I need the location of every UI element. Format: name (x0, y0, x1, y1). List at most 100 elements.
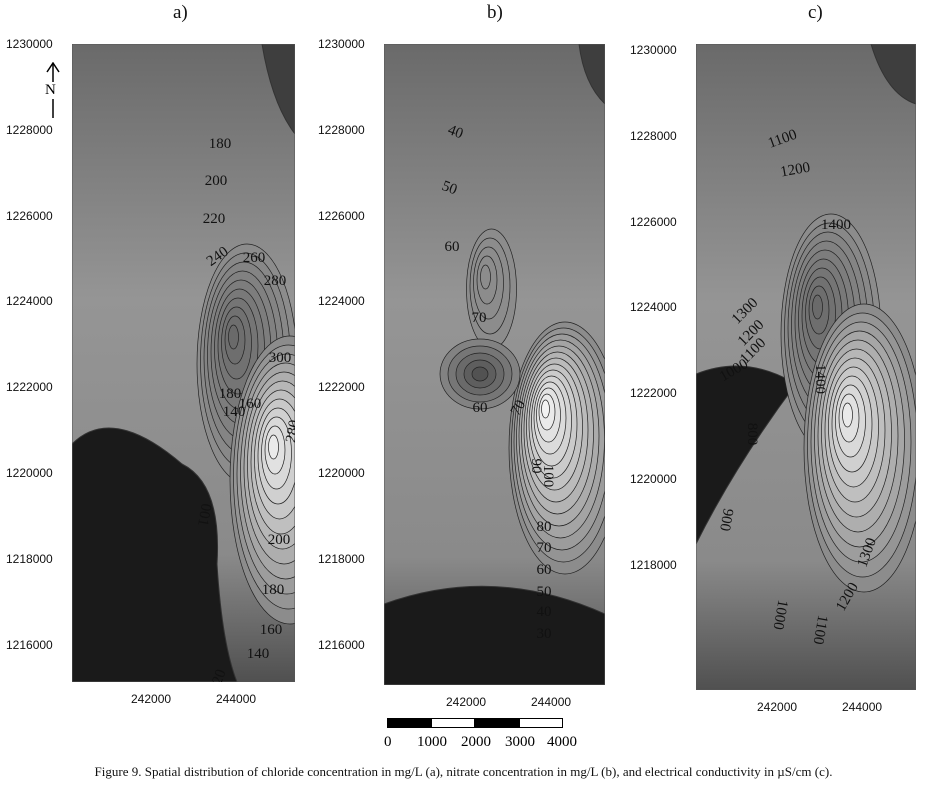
contour-label: 180 (209, 136, 232, 152)
north-arrow-icon: N (45, 61, 60, 118)
contour-label: 1200 (779, 160, 811, 181)
contour-line (228, 324, 239, 350)
contour-low-region (696, 365, 797, 545)
contour-label: 60 (445, 239, 460, 255)
y-tick-label: 1222000 (6, 380, 53, 395)
contour-label: 70 (472, 310, 487, 326)
contour-label: 50 (537, 584, 552, 600)
scale-segment (431, 718, 475, 728)
y-tick-label: 1222000 (318, 380, 365, 395)
panel-a-title: a) (173, 2, 188, 23)
contour-label: 140 (247, 646, 270, 662)
scale-label: 0 (384, 734, 392, 750)
contour-line (541, 399, 550, 419)
scale-segment (475, 718, 519, 728)
contour-low-region (384, 585, 605, 685)
contour-label: 800 (744, 423, 760, 446)
panel-c-title: c) (808, 2, 823, 23)
contour-line (268, 434, 279, 460)
y-tick-label: 1226000 (630, 214, 677, 229)
contour-label: 200 (268, 532, 291, 548)
y-tick-label: 1220000 (630, 472, 677, 486)
contour-label: 280 (283, 419, 295, 444)
contour-line (842, 402, 853, 428)
y-tick-label: 1218000 (630, 557, 677, 572)
contour-label: 60 (473, 400, 488, 416)
scale-label: 3000 (505, 734, 535, 750)
x-tick-label: 242000 (446, 695, 487, 709)
contour-label: 001 (194, 502, 214, 527)
scale-label: 2000 (461, 734, 491, 750)
contour-label: 900 (716, 507, 736, 532)
contour-fill-group (696, 44, 916, 690)
contour-label: 70 (508, 398, 529, 419)
y-tick-label: 1226000 (6, 208, 53, 223)
contour-line (471, 366, 489, 382)
scale-segment (387, 718, 431, 728)
panel-b-title: b) (487, 2, 503, 23)
contour-label: 1000 (769, 599, 790, 631)
contour-label: 200 (205, 173, 228, 189)
y-tick-label: 1230000 (6, 37, 53, 51)
contour-fill-group (72, 44, 295, 682)
north-label: N (45, 82, 56, 99)
contour-label: 1400 (821, 217, 851, 233)
scale-label: 1000 (417, 734, 447, 750)
contour-label: 1400 (812, 364, 828, 394)
figure-caption: Figure 9. Spatial distribution of chlori… (94, 764, 833, 779)
y-tick-label: 1216000 (6, 637, 53, 652)
y-tick-label: 1224000 (318, 294, 365, 309)
y-tick-label: 1220000 (6, 466, 53, 480)
y-tick-label: 1218000 (318, 551, 365, 566)
y-tick-label: 1230000 (630, 43, 677, 57)
x-tick-label: 242000 (757, 700, 798, 714)
y-tick-label: 1224000 (630, 300, 677, 315)
x-tick-label: 244000 (531, 695, 572, 709)
contour-label: 160 (239, 396, 262, 412)
contour-label: 260 (243, 250, 266, 266)
y-tick-label: 1224000 (6, 294, 53, 309)
x-tick-label: 244000 (216, 692, 257, 706)
contour-label: 1100 (810, 614, 831, 646)
contour-label: 70 (537, 540, 552, 556)
contour-label: 60 (537, 562, 552, 578)
y-tick-label: 1226000 (318, 208, 365, 223)
contour-label: 40 (446, 122, 466, 142)
y-tick-label: 1222000 (630, 386, 677, 401)
y-tick-label: 1228000 (630, 128, 677, 143)
contour-map-c: 1100 1200 1400 1300 1200 1000 1400 1100 800 900 10… (696, 44, 916, 690)
y-tick-label: 1228000 (6, 122, 53, 137)
contour-label: 300 (269, 350, 292, 366)
scale-label: 4000 (547, 734, 577, 750)
contour-label: 80 (537, 519, 552, 535)
contour-label: 180 (262, 582, 285, 598)
x-tick-label: 242000 (131, 692, 172, 706)
contour-label: 50 (440, 178, 460, 198)
contour-map-b: 40 50 60 70 60 70 100 90 80 70 60 50 40 30 (384, 44, 605, 685)
y-tick-label: 1218000 (6, 551, 53, 566)
contour-line (480, 264, 491, 290)
scale-segment (519, 718, 563, 728)
x-tick-label: 244000 (842, 700, 883, 714)
contour-fill-group (384, 44, 605, 685)
y-tick-label: 1228000 (318, 122, 365, 137)
contour-label: 280 (264, 273, 287, 289)
y-tick-label: 1216000 (318, 637, 365, 652)
contour-label: 120 (207, 667, 230, 682)
contour-label: 160 (260, 622, 283, 638)
contour-line (812, 294, 823, 320)
contour-label: 90 (528, 459, 544, 474)
y-tick-label: 1230000 (318, 37, 365, 51)
contour-label: 220 (203, 211, 226, 227)
contour-label: 140 (223, 404, 246, 420)
contour-label: 30 (537, 626, 552, 642)
contour-label: 100 (540, 465, 556, 488)
contour-label: 180 (219, 386, 242, 402)
y-tick-label: 1220000 (318, 466, 365, 480)
contour-low-region (72, 427, 238, 682)
contour-label: 40 (537, 604, 552, 620)
contour-map-a: 180 200 220 240 260 280 300 180 160 140 001 200 180 1… (72, 44, 295, 682)
